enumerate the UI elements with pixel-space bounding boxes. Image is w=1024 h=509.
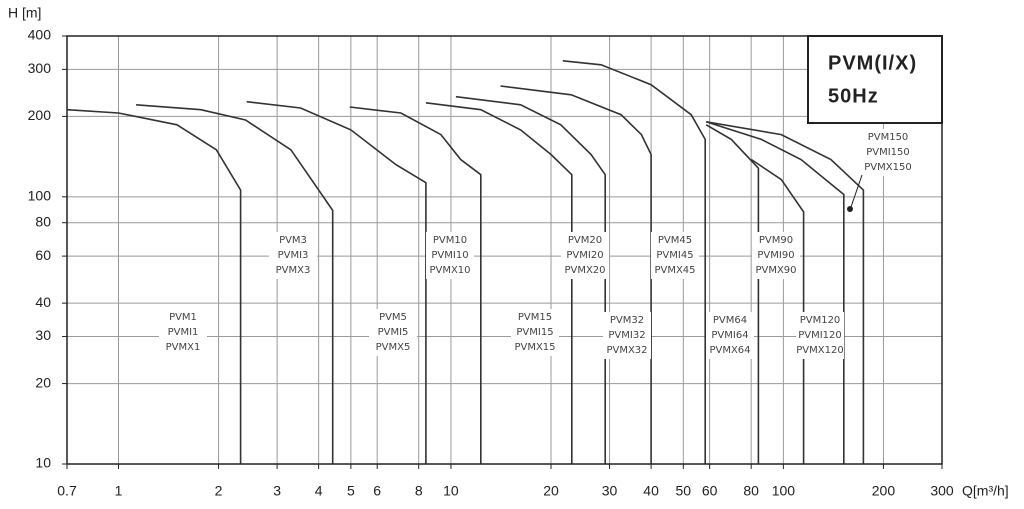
label-background (159, 309, 207, 356)
curve-label: PVM32 (610, 315, 644, 326)
curve-label: PVMX90 (755, 265, 796, 276)
pump-curve (425, 102, 573, 464)
label-background (369, 309, 417, 356)
curve-label: PVM90 (759, 235, 793, 246)
y-tick-label: 400 (28, 27, 52, 43)
x-tick-label: 10 (443, 483, 459, 499)
title-box (807, 35, 943, 124)
curve-label: PVMI15 (516, 327, 553, 338)
curve-label: PVMI64 (711, 330, 748, 341)
x-tick-label: 2 (215, 483, 223, 499)
pump-curve (136, 104, 334, 464)
x-tick-label: 30 (602, 483, 618, 499)
pump-curve (705, 121, 845, 464)
x-tick-label: 3 (273, 483, 281, 499)
x-tick-label: 300 (930, 483, 954, 499)
curve-label: PVM20 (568, 235, 602, 246)
x-tick-label: 100 (772, 483, 796, 499)
y-tick-label: 20 (35, 374, 51, 390)
curve-label: PVM150 (868, 132, 909, 143)
pump-curve (706, 121, 865, 464)
label-background (426, 232, 474, 279)
x-tick-label: 60 (702, 483, 718, 499)
x-tick-label: 40 (643, 483, 659, 499)
x-tick-label: 80 (743, 483, 759, 499)
pump-curve (349, 106, 482, 464)
curve-label: PVMI5 (378, 327, 409, 338)
pump-curve (705, 124, 760, 464)
chart-subtitle: 50Hz (828, 85, 879, 107)
plot-frame (66, 35, 943, 465)
curve-label: PVMX45 (654, 265, 695, 276)
curve-label: PVMI32 (608, 330, 645, 341)
y-tick-label: 300 (28, 60, 52, 76)
curve-label: PVMX10 (429, 265, 470, 276)
curve-label: PVMX64 (709, 345, 750, 356)
label-background (603, 312, 651, 359)
x-tick-label: 200 (872, 483, 896, 499)
x-tick-label: 5 (347, 483, 355, 499)
pump-curve (66, 108, 242, 464)
curve-label: PVMI120 (798, 330, 842, 341)
pump-curve (246, 100, 427, 464)
curve-label: PVM64 (713, 315, 747, 326)
label-background (706, 312, 754, 359)
curve-label: PVM120 (800, 315, 841, 326)
y-tick-label: 80 (35, 213, 51, 229)
curve-label: PVMI10 (431, 250, 468, 261)
y-tick-label: 200 (28, 107, 52, 123)
curves (66, 60, 865, 464)
curve-label: PVMX5 (376, 342, 411, 353)
curve-label: PVMX3 (276, 265, 311, 276)
curve-label: PVM45 (658, 235, 692, 246)
curve-label: PVMI45 (656, 250, 693, 261)
curve-label: PVMI3 (278, 250, 309, 261)
curve-label: PVMX32 (606, 345, 647, 356)
pointer-line (850, 174, 863, 208)
curve-label: PVMX1 (166, 342, 201, 353)
label-background (651, 232, 699, 279)
curve-labels: PVM1 PVMI1 PVMX1 PVM3 PVMI3 PVMX3 PVM5 PVMI5 PVM… (159, 129, 912, 359)
x-tick-label: 20 (543, 483, 559, 499)
x-tick-label: 6 (373, 483, 381, 499)
chart-title: PVM(I/X) (828, 52, 917, 74)
curve-label: PVMX20 (564, 265, 605, 276)
x-tick-label: 50 (676, 483, 692, 499)
x-axis-label: Q[m³/h] (962, 483, 1009, 499)
label-background (269, 232, 317, 279)
x-tick-label: 8 (415, 483, 423, 499)
y-tick-label: 30 (35, 327, 51, 343)
pump-curve (455, 95, 606, 464)
curve-label: PVMI1 (168, 327, 199, 338)
curve-label: PVMI20 (566, 250, 603, 261)
curve-label: PVMI150 (866, 147, 910, 158)
x-tick-label: 4 (315, 483, 323, 499)
curve-label: PVM1 (169, 312, 197, 323)
y-tick-label: 100 (28, 188, 52, 204)
curve-label: PVM3 (279, 235, 307, 246)
label-background (864, 129, 912, 176)
y-tick-label: 10 (35, 455, 51, 471)
curve-label: PVMI90 (757, 250, 794, 261)
pointer-dot (847, 206, 853, 212)
y-axis-label: H [m] (8, 5, 41, 21)
x-tick-label: 1 (115, 483, 123, 499)
pump-curve (500, 85, 652, 464)
curve-label: PVM10 (433, 235, 467, 246)
curve-label: PVMX15 (514, 342, 555, 353)
x-tick-label: 0.7 (57, 483, 77, 499)
label-background (796, 312, 844, 359)
y-tick-label: 60 (35, 247, 51, 263)
pump-curve (562, 60, 706, 464)
y-tick-label: 40 (35, 294, 51, 310)
curve-label: PVM15 (518, 312, 552, 323)
label-background (752, 232, 800, 279)
curve-label: PVMX150 (864, 162, 911, 173)
label-background (511, 309, 559, 356)
label-background (561, 232, 609, 279)
curve-label: PVMX120 (796, 345, 843, 356)
curve-label: PVM5 (379, 312, 407, 323)
